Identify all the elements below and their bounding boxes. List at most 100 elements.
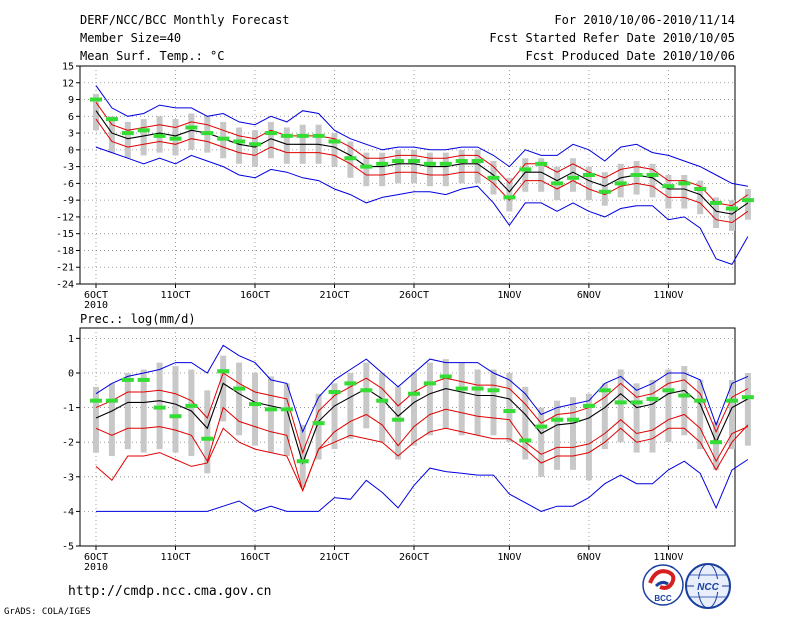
ensemble-bar [363, 362, 370, 429]
ensemble-bar [554, 400, 561, 470]
green-marker [567, 175, 579, 180]
ensemble-bar [458, 149, 465, 184]
ensemble-bar [585, 166, 592, 201]
ensemble-bar [236, 362, 243, 436]
green-marker [169, 414, 182, 419]
green-marker [598, 189, 611, 194]
green-marker [662, 184, 675, 189]
max-line [95, 85, 748, 187]
green-marker [439, 161, 452, 166]
green-marker [455, 159, 468, 164]
ensemble-bar [617, 163, 624, 198]
x-tick-label: 11NOV [653, 290, 683, 301]
ensemble-bar [570, 158, 576, 192]
min-line [96, 459, 749, 512]
y-tick-label: 1 [68, 334, 74, 345]
green-marker [519, 167, 532, 172]
y-tick-label: -5 [62, 542, 74, 553]
ensemble-bar [124, 372, 131, 450]
ensemble-bar [729, 200, 735, 231]
chart-title: DERF/NCC/BCC Monthly Forecast [80, 13, 290, 27]
ensemble-bar [315, 393, 322, 460]
temperature-panel: 15 12 9 6 3 0 -3 -6 -9 -12 -15 -18 -21 -24 6OCT 11OCT 16… [56, 62, 754, 311]
ensemble-bar [140, 119, 147, 156]
ensemble-bar [697, 180, 704, 215]
green-marker [264, 131, 277, 136]
member-size: Member Size=40 [80, 31, 181, 45]
green-marker [487, 175, 500, 180]
x-tick-label: 6OCT [84, 290, 108, 301]
bcc-logo: BCC [642, 564, 684, 606]
y-tick-label: 3 [68, 129, 74, 140]
ensemble-bar [379, 152, 386, 187]
green-marker [328, 139, 341, 144]
y-tick-label: -3 [62, 472, 74, 483]
ensemble-bar [331, 133, 338, 167]
green-marker [376, 398, 389, 403]
green-marker [630, 400, 643, 405]
ensemble-bar [665, 369, 672, 443]
green-marker [249, 402, 261, 407]
ensemble-bar [188, 369, 195, 457]
green-marker [296, 133, 309, 138]
green-marker [551, 181, 564, 186]
green-marker [535, 161, 548, 166]
green-marker [360, 164, 373, 169]
green-marker [233, 139, 246, 144]
ensemble-bar [252, 372, 258, 446]
x-tick-label: 16OCT [240, 552, 270, 563]
green-marker [710, 200, 723, 205]
ensemble-bar [744, 372, 751, 446]
green-marker [217, 369, 230, 374]
max-line [95, 344, 749, 434]
precipitation-title: Prec.: log(mm/d) [80, 312, 196, 326]
x-tick-label: 6NOV [577, 290, 601, 301]
upper-spread-line [95, 102, 749, 207]
grads-credit: GrADS: COLA/IGES [4, 607, 91, 617]
lower-spread-line [95, 118, 749, 224]
x-tick-label: 6OCT [84, 552, 108, 563]
ensemble-bar [506, 177, 513, 212]
ensemble-bar [697, 379, 704, 450]
y-tick-label: -24 [56, 280, 74, 291]
ensemble-bar [426, 362, 433, 436]
x-year-label: 2010 [84, 300, 108, 311]
green-marker [646, 173, 659, 177]
green-marker [662, 388, 675, 393]
green-marker [121, 131, 134, 136]
green-marker [455, 386, 468, 391]
y-tick-label: 15 [62, 62, 74, 73]
green-marker [503, 409, 516, 414]
green-marker [487, 388, 500, 393]
y-tick-label: -21 [56, 263, 74, 274]
ensemble-bar [283, 127, 290, 164]
green-marker [360, 388, 373, 393]
green-marker [408, 159, 420, 164]
x-tick-label: 6NOV [577, 552, 601, 563]
y-tick-label: -12 [56, 212, 74, 223]
x-year-label: 2010 [84, 562, 108, 573]
green-marker [646, 396, 659, 401]
variable-label: Mean Surf. Temp.: °C [80, 49, 225, 63]
y-tick-label: -6 [62, 179, 74, 190]
ensemble-bar [204, 390, 211, 474]
y-tick-label: 6 [68, 112, 74, 123]
green-marker [264, 407, 277, 412]
ensemble-bar [108, 116, 115, 153]
green-marker [614, 181, 627, 186]
green-marker [471, 159, 484, 164]
ensemble-bar [426, 152, 433, 187]
ensemble-bar [522, 158, 529, 192]
y-tick-label: -2 [62, 438, 74, 449]
ensemble-bar [93, 386, 99, 453]
ensemble-bar [633, 161, 640, 195]
x-tick-label: 11NOV [653, 552, 683, 563]
green-marker [121, 377, 134, 382]
ensemble-bar [108, 383, 115, 457]
started-date: Fcst Started Refer Date 2010/10/05 [489, 31, 735, 45]
green-marker [471, 386, 484, 391]
green-marker [694, 398, 707, 403]
green-marker [630, 173, 643, 177]
x-tick-label: 1NOV [497, 290, 521, 301]
